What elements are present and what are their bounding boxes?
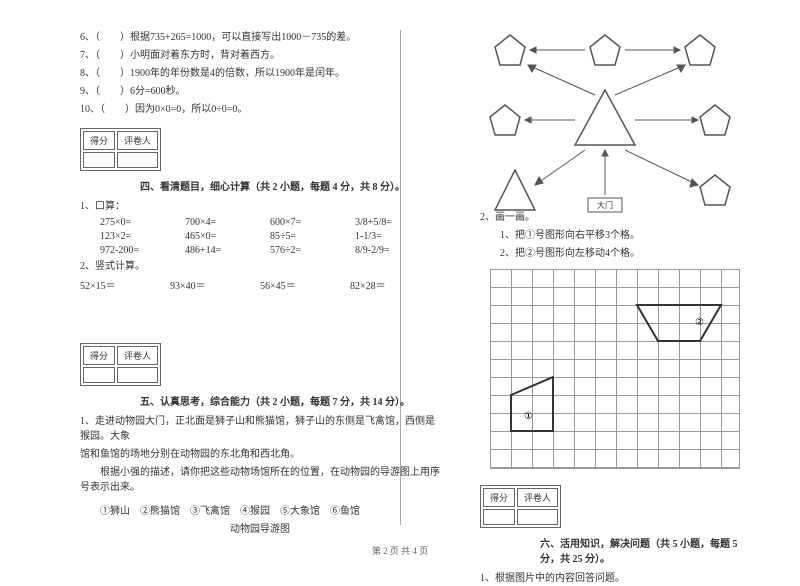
shape-1-label: ① — [524, 411, 533, 422]
calc-cell: 123×2= — [100, 231, 185, 242]
q5-text-b: 馆和鱼馆的场地分别在动物园的东北角和西北角。 — [80, 447, 440, 462]
calc-cell: 972-200= — [100, 245, 185, 256]
score-box-6: 得分评卷人 — [480, 485, 561, 528]
question-10: 10、（ ）因为0×0=0，所以0÷0=0。 — [80, 102, 440, 117]
left-column: 6、（ ）根据735+265=1000，可以直接写出1000－735的差。 7、… — [80, 30, 460, 520]
calc-cell: 8/9-2/9= — [355, 245, 440, 256]
vcalc: 82×28＝ — [350, 277, 440, 292]
zoo-diagram: 大门 — [480, 30, 750, 210]
page-footer: 第 2 页 共 4 页 — [0, 544, 800, 557]
triangle-center-icon — [575, 90, 635, 145]
calc-row-2: 123×2= 465×0= 85÷5= 1-1/3= — [100, 231, 440, 242]
calc-cell: 1-1/3= — [355, 231, 440, 242]
triangle-small-icon — [495, 170, 535, 210]
grid-shapes: ① ② — [490, 269, 740, 469]
calc-row-1: 275×0= 700×4= 600×7= 3/8+5/8= — [100, 217, 440, 228]
zoo-legend: ①狮山 ②熊猫馆 ③飞禽馆 ④猴园 ⑤大象馆 ⑥鱼馆 — [100, 504, 440, 519]
section-5-title: 五、认真思考，综合能力（共 2 小题，每题 7 分，共 14 分）。 — [140, 393, 440, 408]
score-label: 得分 — [483, 488, 515, 507]
grader-label: 评卷人 — [517, 488, 558, 507]
calc-vertical-label: 2、竖式计算。 — [80, 259, 440, 274]
calc-cell: 275×0= — [100, 217, 185, 228]
gate-label: 大门 — [597, 200, 613, 210]
question-6: 6、（ ）根据735+265=1000，可以直接写出1000－735的差。 — [80, 30, 440, 45]
pentagon-icon — [590, 35, 620, 65]
q5-text-a: 1、走进动物园大门，正北面是狮子山和熊猫馆，狮子山的东侧是飞禽馆，西侧是猴园。大… — [80, 414, 440, 444]
q2-sub2: 2、把②号图形向左移动4个格。 — [500, 246, 750, 261]
pentagon-icon — [490, 105, 520, 135]
shape-2-label: ② — [695, 317, 704, 328]
question-7: 7、（ ）小明面对着东方时，背对着西方。 — [80, 48, 440, 63]
vcalc: 56×45＝ — [260, 277, 350, 292]
q5-text-c: 根据小强的描述，请你把这些动物场馆所在的位置，在动物园的导游图上用序号表示出来。 — [80, 465, 440, 495]
calc-cell: 700×4= — [185, 217, 270, 228]
translation-grid: ① ② — [490, 269, 740, 469]
q2-sub1: 1、把①号图形向右平移3个格。 — [500, 228, 750, 243]
right-column: 大门 2、画一画。 1、把①号图形向右平移3个格。 2、把②号图形向左移动4个格… — [460, 30, 750, 520]
score-box-4: 得分评卷人 — [80, 128, 161, 171]
calc-cell: 85÷5= — [270, 231, 355, 242]
vcalc: 93×40＝ — [170, 277, 260, 292]
calc-cell: 3/8+5/8= — [355, 217, 440, 228]
calc-cell: 576÷2= — [270, 245, 355, 256]
shape-1-quad — [511, 377, 553, 431]
calc-row-3: 972-200= 486+14= 576÷2= 8/9-2/9= — [100, 245, 440, 256]
question-9: 9、（ ）6分=600秒。 — [80, 84, 440, 99]
zoo-svg: 大门 — [480, 30, 750, 225]
vcalc: 52×15＝ — [80, 277, 170, 292]
score-label: 得分 — [83, 346, 115, 365]
grader-label: 评卷人 — [117, 131, 158, 150]
calc-oral-label: 1、口算： — [80, 199, 440, 214]
grader-label: 评卷人 — [117, 346, 158, 365]
calc-cell: 600×7= — [270, 217, 355, 228]
score-label: 得分 — [83, 131, 115, 150]
zoo-map-title: 动物园导游图 — [80, 522, 440, 537]
calc-cell: 486+14= — [185, 245, 270, 256]
q6-1: 1、根据图片中的内容回答问题。 — [480, 571, 750, 586]
vertical-calc-row: 52×15＝ 93×40＝ 56×45＝ 82×28＝ — [80, 277, 440, 292]
section-4-title: 四、看清题目，细心计算（共 2 小题，每题 4 分，共 8 分）。 — [140, 178, 440, 193]
pentagon-icon — [700, 175, 730, 205]
score-box-5: 得分评卷人 — [80, 343, 161, 386]
question-8: 8、（ ）1900年的年份数是4的倍数，所以1900年是闰年。 — [80, 66, 440, 81]
pentagon-icon — [685, 35, 715, 65]
shape-2-trapezoid — [637, 305, 721, 341]
pentagon-icon — [700, 105, 730, 135]
pentagon-icon — [495, 35, 525, 65]
calc-cell: 465×0= — [185, 231, 270, 242]
